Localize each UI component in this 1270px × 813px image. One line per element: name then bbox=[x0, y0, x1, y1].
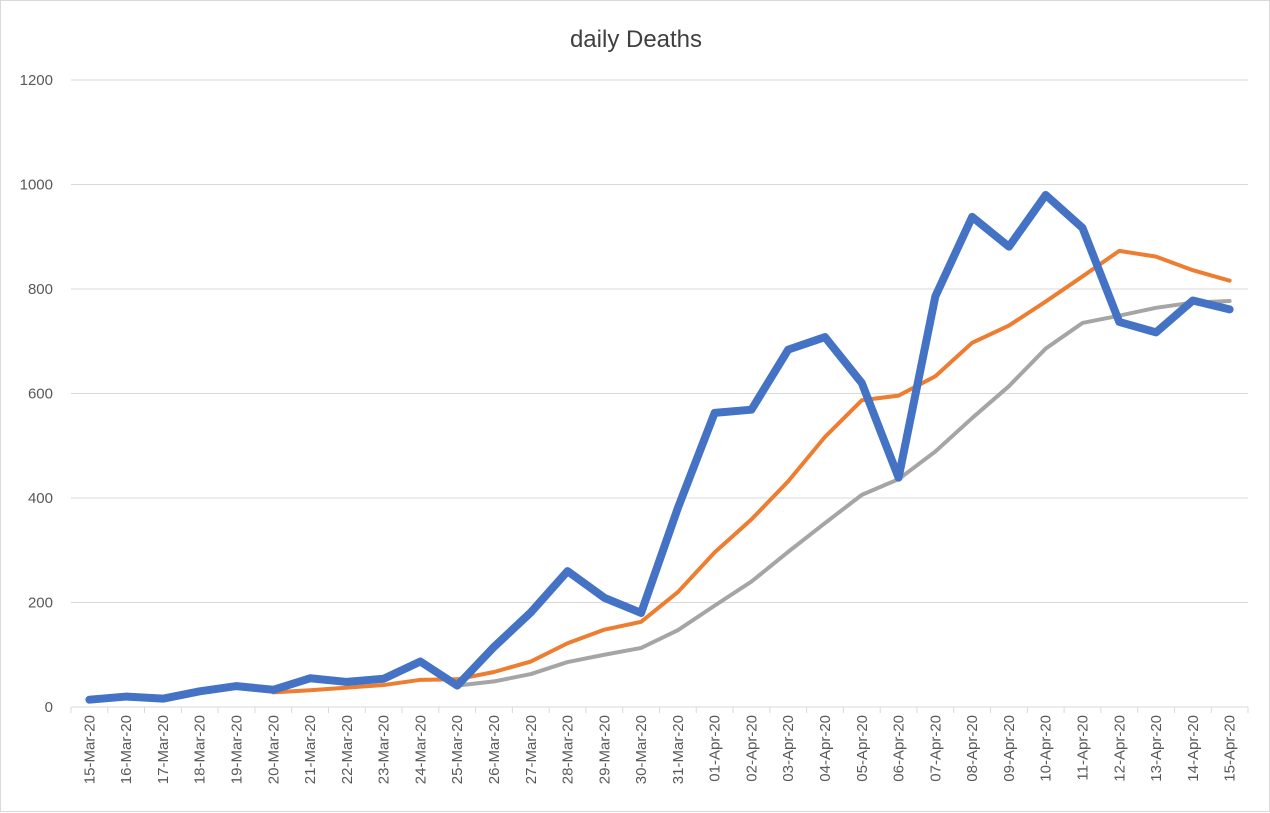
x-tick-label: 07-Apr-20 bbox=[927, 715, 944, 782]
x-tick-label: 30-Mar-20 bbox=[633, 715, 650, 784]
x-tick-label: 20-Mar-20 bbox=[265, 715, 282, 784]
y-axis-labels: 0 200 400 600 800 1000 1200 bbox=[20, 72, 53, 716]
x-tick-label: 12-Apr-20 bbox=[1111, 715, 1128, 782]
y-tick-label: 400 bbox=[28, 490, 53, 507]
x-tick-label: 18-Mar-20 bbox=[192, 715, 209, 784]
grid-layer bbox=[71, 79, 1248, 603]
series-layer bbox=[85, 190, 1234, 704]
x-axis-labels: 15-Mar-20 16-Mar-20 17-Mar-20 18-Mar-20 19-M… bbox=[81, 715, 1238, 784]
y-tick-label: 600 bbox=[28, 386, 53, 403]
x-tick-label: 11-Apr-20 bbox=[1074, 715, 1091, 781]
x-tick-label: 01-Apr-20 bbox=[707, 715, 724, 782]
x-tick-label: 09-Apr-20 bbox=[1001, 715, 1018, 782]
x-tick-label: 19-Mar-20 bbox=[229, 715, 246, 784]
x-tick-label: 22-Mar-20 bbox=[339, 715, 356, 784]
y-tick-label: 0 bbox=[45, 699, 53, 716]
x-tick-label: 27-Mar-20 bbox=[523, 715, 540, 784]
series-line-3 bbox=[455, 299, 1232, 688]
x-tick-label: 24-Mar-20 bbox=[412, 715, 429, 784]
x-tick-label: 21-Mar-20 bbox=[302, 715, 319, 784]
x-tick-label: 28-Mar-20 bbox=[560, 715, 577, 784]
x-tick-label: 13-Apr-20 bbox=[1148, 715, 1165, 782]
x-tick-label: 04-Apr-20 bbox=[817, 715, 834, 782]
x-tick-label: 15-Apr-20 bbox=[1222, 715, 1239, 782]
y-tick-label: 1000 bbox=[20, 177, 53, 194]
x-tick-label: 17-Mar-20 bbox=[155, 715, 172, 784]
x-tick-label: 02-Apr-20 bbox=[743, 715, 760, 782]
y-tick-label: 800 bbox=[28, 281, 53, 298]
y-tick-label: 200 bbox=[28, 595, 53, 612]
x-tick-label: 03-Apr-20 bbox=[780, 715, 797, 782]
x-tick-label: 08-Apr-20 bbox=[964, 715, 981, 782]
x-tick-label: 25-Mar-20 bbox=[449, 715, 466, 784]
x-tick-label: 06-Apr-20 bbox=[891, 715, 908, 782]
y-tick-label: 1200 bbox=[20, 72, 53, 89]
x-tick-label: 10-Apr-20 bbox=[1038, 715, 1055, 782]
chart-title: daily Deaths bbox=[570, 26, 702, 53]
x-tick-label: 14-Apr-20 bbox=[1185, 715, 1202, 782]
x-tick-label: 05-Apr-20 bbox=[854, 715, 871, 782]
x-tick-label: 31-Mar-20 bbox=[670, 715, 687, 784]
series-line-1 bbox=[85, 190, 1234, 704]
x-tick-label: 26-Mar-20 bbox=[486, 715, 503, 784]
series-line-2 bbox=[271, 248, 1232, 695]
x-tick-label: 23-Mar-20 bbox=[376, 715, 393, 784]
x-tick-label: 15-Mar-20 bbox=[81, 715, 98, 784]
x-tick-label: 16-Mar-20 bbox=[118, 715, 135, 784]
x-tick-label: 29-Mar-20 bbox=[596, 715, 613, 784]
axis-layer bbox=[70, 706, 1249, 713]
